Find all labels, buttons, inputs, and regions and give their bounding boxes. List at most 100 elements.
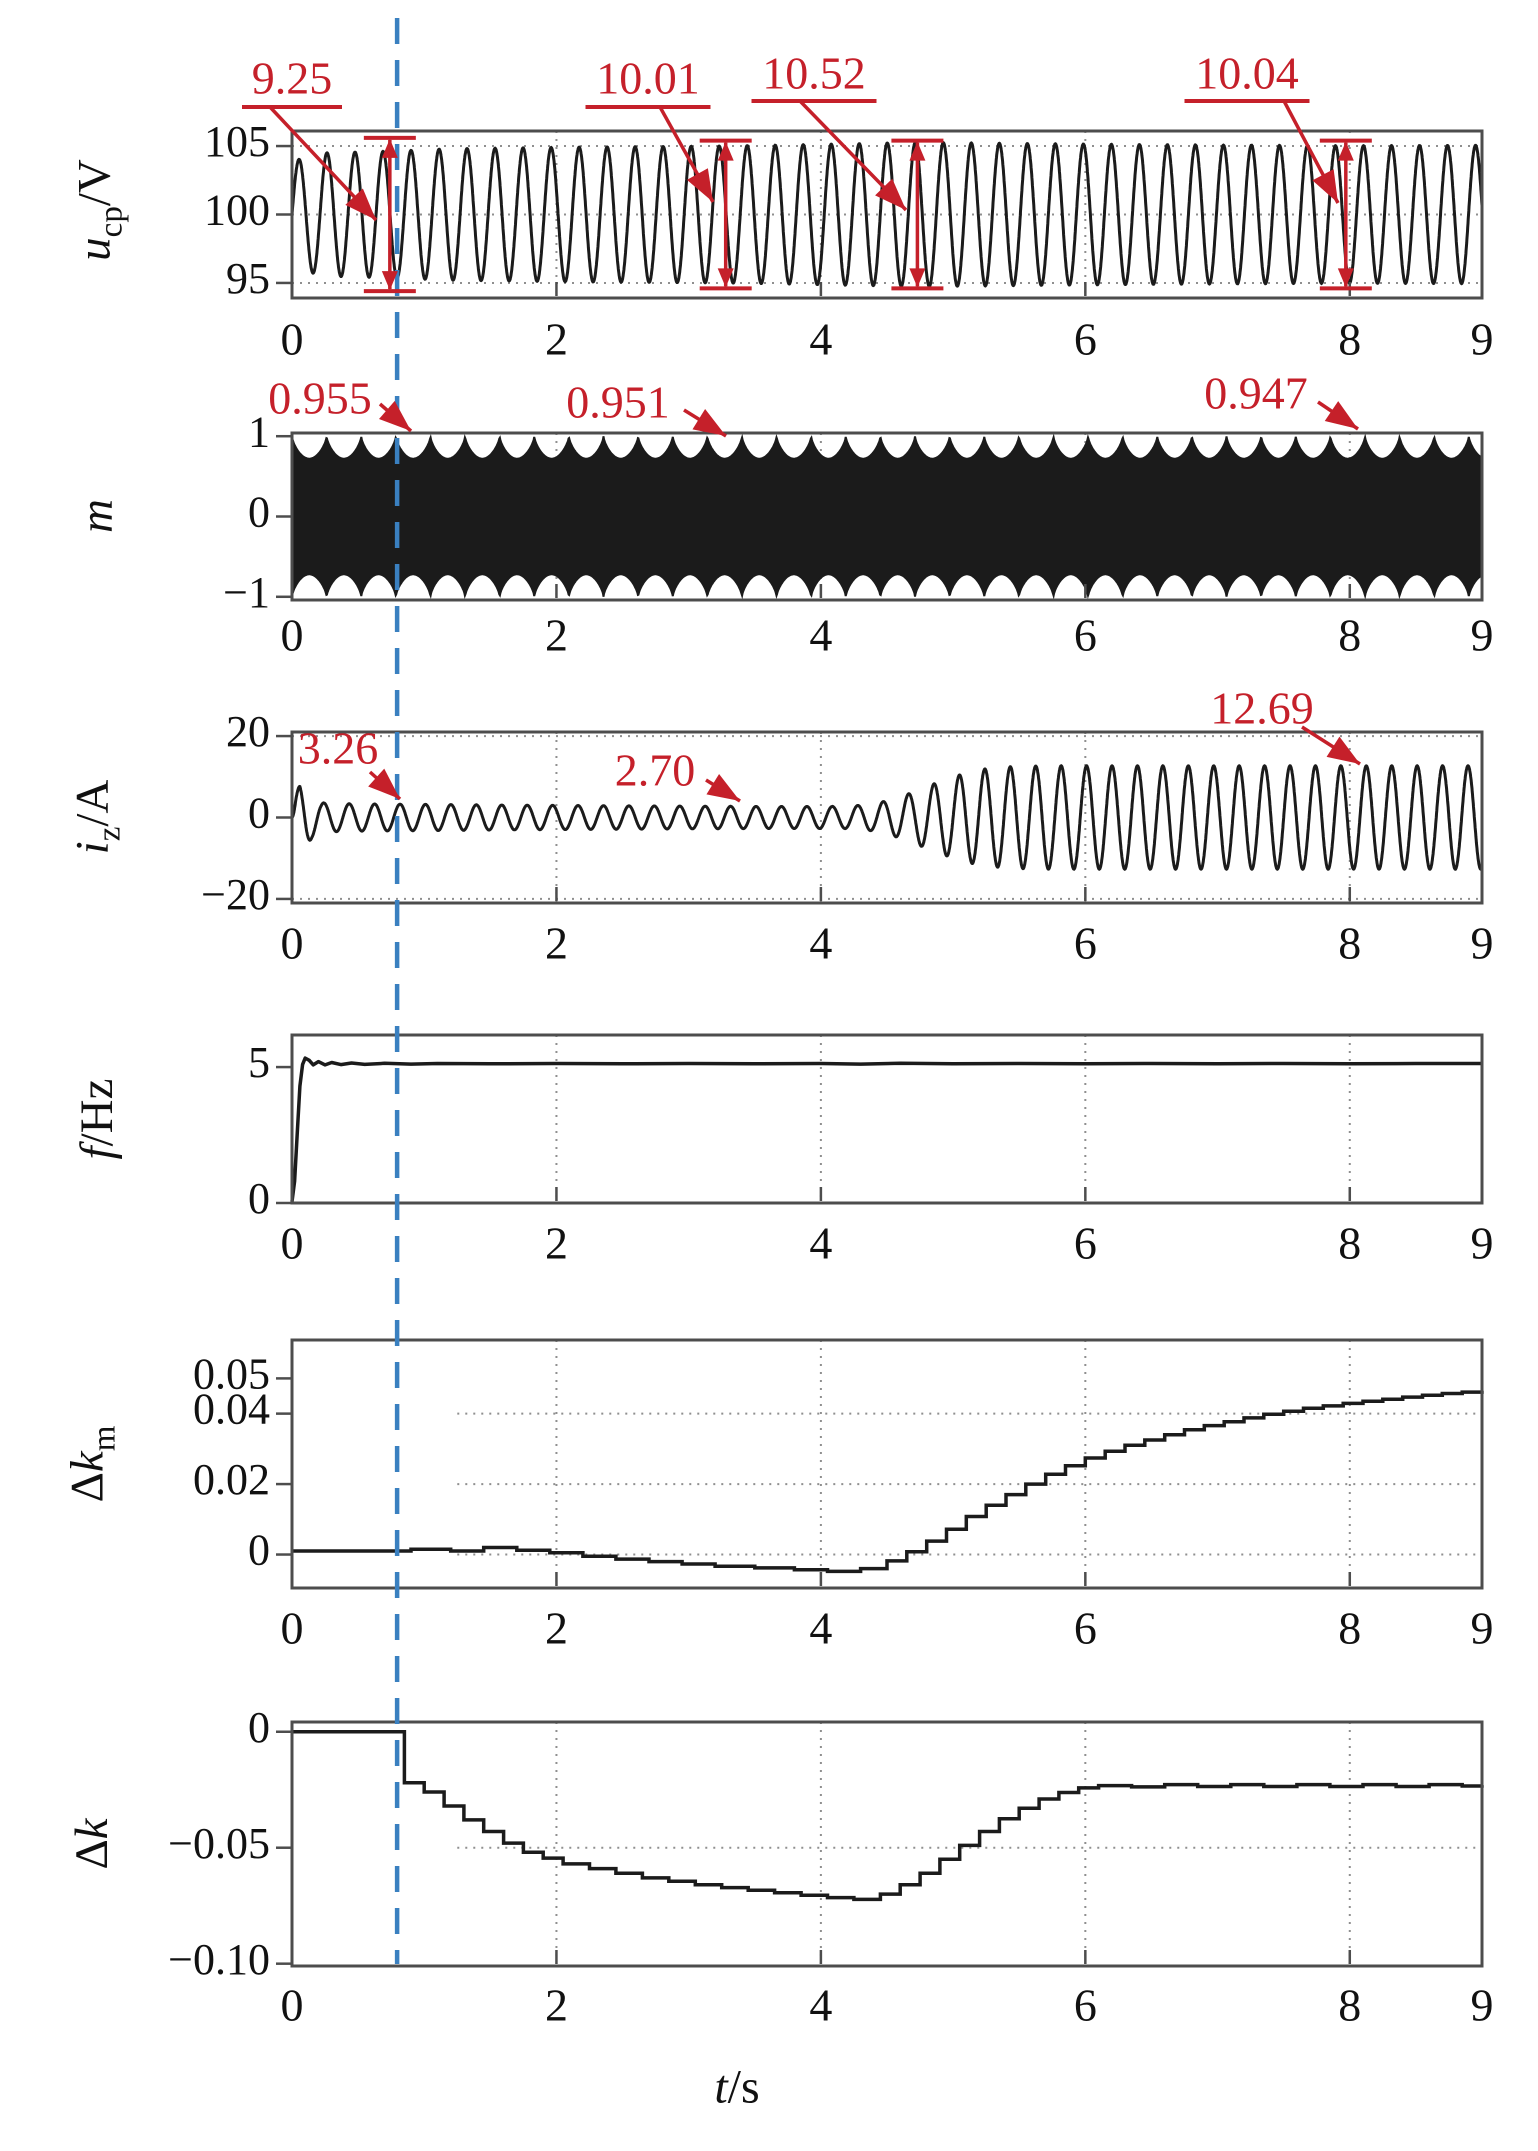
xlabel-unit: /s [727,2060,760,2114]
ylabel-ucp-sub: cp [93,206,130,238]
annotation-value-label: 0.951 [566,377,670,428]
y-tick-label: 105 [204,117,270,166]
annotation-arrowhead [378,400,411,431]
ylabel-dkm: Δkm [61,1426,124,1503]
annotation-value-label: 9.25 [252,53,333,104]
ylabel-iz-unit: /A [66,779,119,827]
x-tick-label: 4 [809,610,832,661]
ylabel-ucp-var: u [68,237,121,261]
annotation-9.25: 9.25 [242,53,416,294]
x-tick-label: 9 [1471,1218,1494,1269]
ylabel-ucp-unit: /V [68,159,121,207]
y-tick-label: 5 [248,1038,270,1087]
y-tick-label: 0.05 [193,1349,270,1398]
x-tick-label: 8 [1338,610,1361,661]
x-tick-label: 4 [809,1980,832,2031]
annotation-arrowhead [345,188,376,220]
axes-frame [290,1720,1484,1968]
annotation-arrowhead [692,408,726,436]
x-tick-label: 6 [1074,918,1097,969]
ylabel-m: m [70,499,124,533]
annotation-value-label: 3.26 [298,723,379,774]
axes-frame [290,730,1484,905]
y-tick-label: −20 [201,870,270,919]
y-tick-label: 100 [204,186,270,235]
plot-f: 0 2 4 6 8 9 5 0 [248,1033,1494,1269]
annotation-0.951: 0.951 [566,377,727,438]
ylabel-m-var: m [71,499,123,533]
x-tick-label: 9 [1471,918,1494,969]
axes-frame [290,1033,1484,1205]
annotation-value-label: 12.69 [1210,683,1314,734]
x-tick-label: 9 [1471,314,1494,365]
x-tick-label: 0 [281,1603,304,1654]
measure-arrow-down [381,271,398,291]
y-tick-label: 95 [226,254,270,303]
ylabel-f-var: f [71,1146,123,1160]
measure-arrow-up [381,138,398,158]
ylabel-iz-var: i [66,841,119,855]
x-tick-label: 8 [1338,1218,1361,1269]
x-tick-label: 2 [545,1980,568,2031]
x-tick-label: 2 [545,1603,568,1654]
annotation-10.01: 10.01 [585,53,752,291]
x-tick-label: 4 [809,918,832,969]
y-tick-label: 0 [248,789,270,838]
waveform-iz [290,764,1484,871]
annotation-arrowhead [686,168,713,202]
x-tick-label: 9 [1471,610,1494,661]
y-tick-label: 0.04 [193,1385,270,1434]
staircase-dk [292,1729,1484,1902]
measure-arrow-up [1337,141,1354,161]
annotation-arrowhead [1326,736,1360,764]
x-tick-label: 9 [1471,1603,1494,1654]
ylabel-dkm-var: k [61,1451,114,1473]
x-tick-label: 0 [281,1218,304,1269]
y-tick-label: 0 [248,1174,270,1223]
annotation-10.04: 10.04 [1184,48,1372,291]
ylabel-f-unit: /Hz [71,1078,123,1147]
x-tick-label: 8 [1338,1980,1361,2031]
x-tick-label: 0 [281,610,304,661]
x-tick-label: 4 [809,1603,832,1654]
axes-frame [290,129,1484,300]
x-tick-label: 2 [545,314,568,365]
staircase-dkm [292,1390,1484,1574]
annotation-arrowhead [875,178,906,210]
annotation-value-label: 10.04 [1195,48,1299,99]
y-tick-label: 0 [248,1703,270,1752]
annotation-arrowhead [1312,169,1338,203]
plot-ucp: 0 2 4 6 8 9 105 100 95 [204,117,1494,364]
y-tick-label: 20 [226,707,270,756]
annotation-10.52: 10.52 [751,48,944,291]
measure-arrow-down [717,268,734,288]
x-tick-label: 8 [1338,314,1361,365]
ylabel-dk-var: k [66,1818,118,1840]
x-tick-label: 0 [281,918,304,969]
annotation-arrowhead [706,773,740,801]
ylabel-dk: Δk [65,1818,119,1869]
annotation-arrowhead [1324,401,1358,429]
measure-arrow-down [1337,268,1354,288]
ylabel-iz-sub: z [91,826,128,842]
axes-frame [290,431,1484,602]
ylabel-dkm-delta: Δ [61,1472,114,1503]
x-tick-label: 6 [1074,1980,1097,2031]
annotation-0.955: 0.955 [268,373,413,433]
annotation-3.26: 3.26 [298,723,402,801]
ylabel-f: f/Hz [70,1079,124,1160]
xlabel-var: t [714,2060,728,2114]
y-tick-label: 0 [248,488,270,537]
x-tick-label: 2 [545,918,568,969]
x-tick-label: 2 [545,1218,568,1269]
waveform-band-m [291,433,1483,600]
measure-arrow-down [909,268,926,288]
measure-arrow-up [717,141,734,161]
ylabel-dk-delta: Δ [66,1839,118,1870]
annotation-12.69: 12.69 [1210,683,1361,766]
ylabel-iz: iz/A [66,780,129,855]
y-tick-label: −0.05 [168,1819,270,1868]
y-tick-label: 0.02 [193,1455,270,1504]
